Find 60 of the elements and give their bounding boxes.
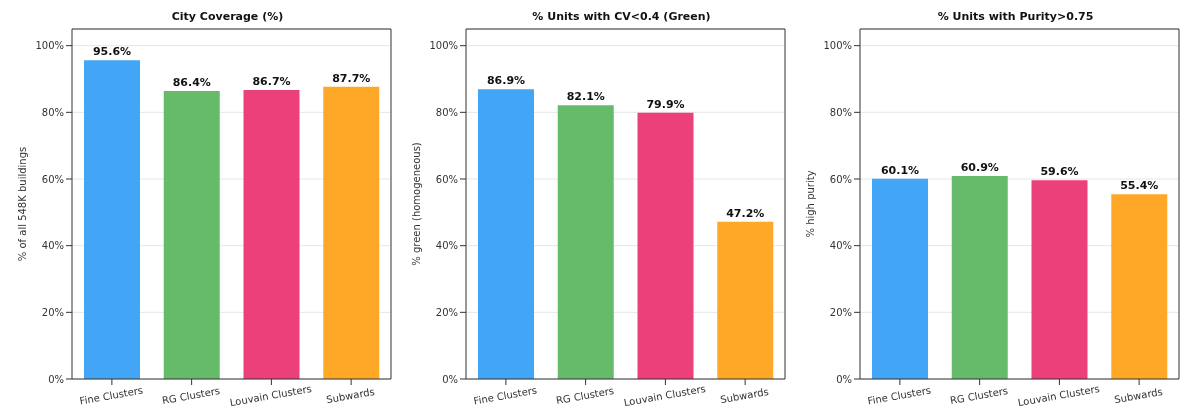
y-tick-label: 20% [41, 306, 64, 318]
x-tick-label: Fine Clusters [866, 384, 932, 407]
chart-title: % Units with CV<0.4 (Green) [531, 10, 712, 23]
y-axis-title: % of all 548K buildings [16, 146, 28, 262]
x-tick-label: Fine Clusters [78, 384, 144, 407]
chart-title: % Units with Purity>0.75 [936, 10, 1095, 23]
y-tick-label: 60% [435, 173, 458, 185]
bar [637, 112, 694, 379]
x-tick-label: RG Clusters [555, 385, 615, 407]
y-tick-label: 20% [435, 306, 458, 318]
bar [1031, 180, 1088, 379]
y-tick-label: 0% [48, 373, 64, 385]
bar [163, 91, 220, 379]
y-axis-title: % green (homogeneous) [410, 142, 422, 266]
y-tick-label: 20% [829, 306, 852, 318]
bar [557, 105, 614, 379]
x-tick-label: Subwards [719, 385, 770, 406]
bar [243, 90, 300, 379]
data-label: 86.4% [172, 76, 211, 89]
y-axis-title: % high purity [804, 170, 816, 238]
y-tick-label: 40% [41, 240, 64, 252]
y-tick-label: 0% [836, 373, 852, 385]
y-tick-label: 100% [35, 40, 64, 52]
y-tick-label: 0% [442, 373, 458, 385]
data-label: 47.2% [726, 206, 765, 220]
data-label: 82.1% [566, 90, 605, 104]
x-tick-label: RG Clusters [161, 385, 221, 407]
y-tick-label: 40% [435, 240, 458, 252]
data-label: 60.9% [960, 161, 999, 174]
y-tick-label: 100% [823, 40, 852, 52]
data-label: 55.4% [1120, 179, 1159, 193]
data-label: 86.7% [252, 75, 291, 88]
y-tick-label: 100% [429, 40, 458, 52]
bar [84, 60, 140, 379]
bar [323, 86, 380, 379]
data-label: 86.9% [486, 74, 526, 88]
data-label: 87.7% [332, 71, 371, 85]
bar [478, 89, 534, 379]
data-label: 95.6% [92, 45, 132, 59]
y-tick-label: 80% [435, 106, 458, 118]
bar [717, 221, 774, 379]
data-label: 59.6% [1040, 165, 1079, 179]
y-tick-label: 60% [41, 173, 64, 185]
y-tick-label: 80% [41, 106, 64, 118]
bar [1111, 194, 1168, 379]
bar [951, 176, 1008, 379]
x-tick-label: Louvain Clusters [622, 382, 707, 409]
data-label: 79.9% [646, 97, 685, 111]
x-tick-label: Subwards [325, 385, 376, 406]
x-tick-label: Louvain Clusters [1016, 382, 1101, 409]
data-label: 60.1% [880, 163, 920, 177]
bar [872, 178, 928, 379]
chart-title: City Coverage (%) [170, 10, 285, 23]
x-tick-label: Louvain Clusters [228, 382, 313, 409]
x-tick-label: RG Clusters [949, 385, 1009, 407]
x-tick-label: Fine Clusters [472, 384, 538, 407]
x-tick-label: Subwards [1113, 385, 1164, 406]
y-tick-label: 40% [829, 240, 852, 252]
y-tick-label: 80% [829, 106, 852, 118]
y-tick-label: 60% [829, 173, 852, 185]
